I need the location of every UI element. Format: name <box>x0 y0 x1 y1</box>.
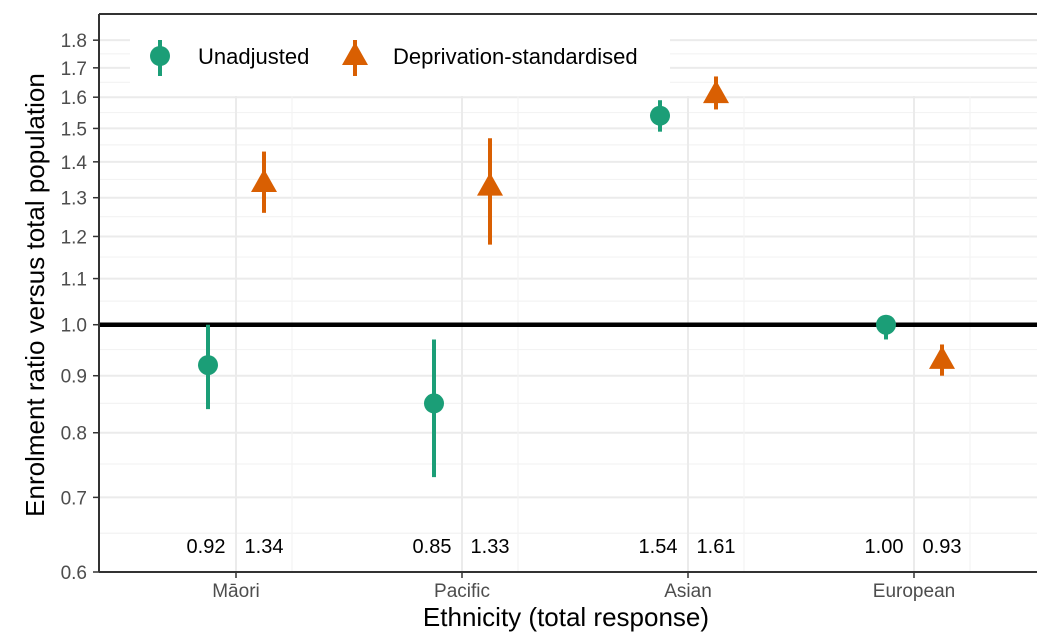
standardised-value-label: 1.34 <box>245 536 284 558</box>
standardised-point <box>703 80 729 104</box>
standardised-value-label: 0.93 <box>923 536 962 558</box>
y-tick-label: 1.6 <box>61 88 87 109</box>
data-marks <box>198 76 955 478</box>
triangle-icon <box>342 42 368 65</box>
legend: Unadjusted Deprivation-standardised <box>130 22 670 88</box>
y-tick-label: 1.8 <box>61 31 87 52</box>
x-tick-label: Pacific <box>434 581 490 602</box>
x-tick-label: European <box>873 581 955 602</box>
legend-label-unadjusted: Unadjusted <box>198 44 309 69</box>
unadjusted-value-label: 1.54 <box>639 536 678 558</box>
x-tick-label: Asian <box>664 581 712 602</box>
standardised-point <box>251 169 277 193</box>
unadjusted-point <box>424 393 444 414</box>
y-tick-label: 0.9 <box>61 367 87 388</box>
y-tick-label: 1.3 <box>61 189 87 210</box>
y-tick-label: 0.7 <box>61 488 87 509</box>
unadjusted-point <box>198 355 218 376</box>
unadjusted-point <box>650 105 670 126</box>
x-axis-title: Ethnicity (total response) <box>423 602 709 632</box>
legend-background <box>130 22 670 88</box>
unadjusted-value-label: 0.92 <box>187 536 226 558</box>
y-tick-label: 1.2 <box>61 227 87 248</box>
standardised-point <box>477 172 503 196</box>
standardised-point <box>929 345 955 369</box>
standardised-value-label: 1.61 <box>697 536 736 558</box>
y-tick-label: 1.7 <box>61 59 87 80</box>
unadjusted-value-label: 0.85 <box>413 536 452 558</box>
legend-label-standardised: Deprivation-standardised <box>393 44 638 69</box>
unadjusted-value-label: 1.00 <box>865 536 904 558</box>
axes: 0.6 0.7 0.8 0.9 1.0 1.1 1.2 1.3 1.4 1.5 1.6 1.7 1.8 M… <box>61 13 1037 602</box>
y-tick-label: 1.1 <box>61 270 87 291</box>
y-axis-title: Enrolment ratio versus total population <box>20 73 50 517</box>
standardised-value-label: 1.33 <box>471 536 510 558</box>
y-tick-label: 1.5 <box>61 119 87 140</box>
grid-lines <box>99 39 1037 573</box>
y-tick-label: 0.8 <box>61 424 87 445</box>
y-tick-label: 1.0 <box>61 316 87 337</box>
unadjusted-point <box>876 314 896 335</box>
y-tick-label: 0.6 <box>61 563 87 584</box>
y-tick-label: 1.4 <box>61 153 88 174</box>
data-labels: 0.92 0.85 1.54 1.00 1.34 1.33 1.61 0.93 <box>187 536 962 558</box>
x-tick-label: Māori <box>212 581 260 602</box>
circle-icon <box>150 46 170 66</box>
